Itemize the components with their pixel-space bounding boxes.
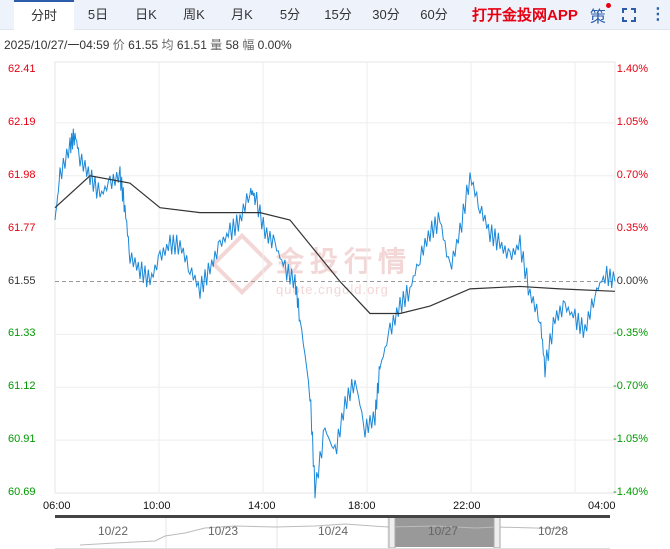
watermark: 金投行情 quote.cngold.org — [210, 232, 412, 297]
notification-dot-icon — [605, 2, 611, 8]
avg-value: 61.51 — [176, 38, 207, 52]
y-tick-right: -1.05% — [613, 433, 648, 446]
tab-weekly-k[interactable]: 周K — [183, 7, 205, 22]
y-tick-left: 61.33 — [8, 327, 36, 340]
chg-value: 0.00% — [257, 38, 292, 52]
navigator-selection — [392, 518, 497, 547]
y-tick-right: 0.70% — [616, 168, 648, 181]
price-label: 价 — [112, 38, 125, 52]
y-tick-left: 60.91 — [8, 433, 36, 446]
tab-monthly-k[interactable]: 月K — [231, 7, 253, 22]
nav-date: 10/24 — [318, 524, 349, 538]
y-tick-right: 1.40% — [616, 63, 648, 75]
strategy-button[interactable]: 策 — [589, 2, 611, 27]
tab-5day[interactable]: 5日 — [87, 7, 109, 22]
tab-30min[interactable]: 30分 — [372, 7, 400, 22]
x-tick: 22:00 — [453, 500, 481, 512]
y-tick-left: 62.19 — [8, 115, 36, 128]
tab-15min[interactable]: 15分 — [324, 7, 352, 22]
nav-date: 10/27 — [428, 524, 459, 538]
y-tick-right: 0.00% — [616, 274, 648, 287]
y-tick-left: 61.55 — [8, 274, 36, 287]
strategy-label: 策 — [589, 8, 606, 26]
vol-label: 量 — [210, 38, 223, 52]
navigator-handle-right — [493, 518, 501, 548]
y-tick-right: -1.40% — [613, 486, 648, 498]
vol-value: 58 — [225, 38, 239, 52]
tab-5min[interactable]: 5分 — [279, 7, 301, 22]
y-tick-right: -0.70% — [613, 380, 648, 393]
fullscreen-icon[interactable] — [621, 7, 636, 22]
y-tick-right: 1.05% — [616, 115, 648, 128]
tab-daily-k[interactable]: 日K — [135, 7, 157, 22]
y-tick-right: 0.35% — [616, 221, 648, 234]
y-tick-left: 60.69 — [8, 486, 36, 498]
nav-date: 10/28 — [538, 524, 569, 538]
chg-label: 幅 — [242, 38, 255, 52]
quote-info: 2025/10/27/一04:59 价 61.55 均 61.51 量 58 幅… — [4, 36, 292, 53]
open-app-link[interactable]: 打开金投网APP — [472, 7, 578, 24]
avg-label: 均 — [161, 38, 174, 52]
x-tick: 10:00 — [143, 500, 171, 512]
nav-date: 10/22 — [98, 524, 129, 538]
period-tabs: 分时 5日 日K 周K 月K 5分 15分 30分 60分 打开金投网APP 策… — [0, 0, 670, 30]
x-tick: 18:00 — [348, 500, 376, 512]
y-tick-left: 62.41 — [8, 63, 36, 75]
price-value: 61.55 — [128, 38, 159, 52]
nav-date: 10/23 — [208, 524, 239, 538]
price-line — [54, 128, 616, 499]
y-tick-right: -0.35% — [613, 327, 648, 340]
x-tick: 06:00 — [43, 500, 71, 512]
x-tick: 04:00 — [588, 500, 616, 512]
tab-intraday[interactable]: 分时 — [14, 0, 74, 30]
x-tick: 14:00 — [248, 500, 276, 512]
y-tick-left: 61.98 — [8, 168, 36, 181]
navigator-handle-left — [388, 518, 396, 548]
more-menu-icon[interactable]: ⋮ — [649, 5, 666, 23]
y-tick-left: 61.12 — [8, 380, 36, 393]
y-tick-left: 61.77 — [8, 221, 36, 234]
tab-60min[interactable]: 60分 — [420, 7, 448, 22]
datetime: 2025/10/27/一04:59 — [4, 38, 110, 52]
